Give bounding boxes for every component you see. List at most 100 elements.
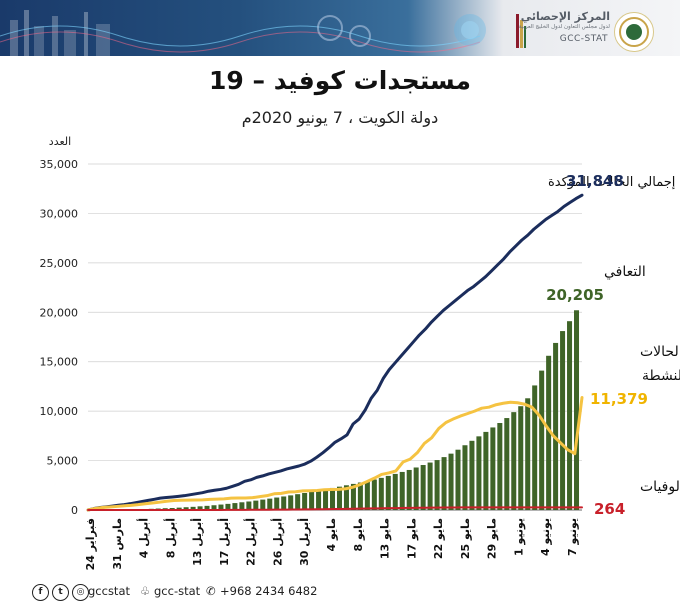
- recovered-bar: [504, 418, 510, 510]
- snapchat-icon[interactable]: ♧: [140, 584, 151, 598]
- x-tick-label: 17 مايو: [405, 518, 418, 559]
- recovered-bar: [204, 505, 210, 510]
- recovered-bar: [448, 453, 454, 510]
- x-tick-label: 4 أبريل: [137, 518, 151, 558]
- instagram-icon[interactable]: ◎: [72, 584, 89, 601]
- recovered-bar: [176, 507, 182, 510]
- recovered-bar: [281, 496, 287, 510]
- recovered-bar: [413, 467, 419, 510]
- recovered-bar: [183, 507, 189, 510]
- recovered-bar: [336, 486, 342, 510]
- recovered-bar: [490, 427, 496, 510]
- recovered-bar: [525, 398, 531, 510]
- recovered-bar: [420, 465, 426, 510]
- x-tick-label: 8 مايو: [352, 518, 365, 551]
- recovered-bar: [357, 482, 363, 510]
- recovered-bar: [483, 431, 489, 510]
- series-value-label: 264: [594, 500, 625, 518]
- logo-bars-icon: [516, 14, 526, 48]
- recovered-bar: [434, 460, 440, 510]
- recovered-bar: [239, 502, 245, 510]
- series-value-label: 20,205: [546, 286, 604, 304]
- recovered-bar: [511, 412, 517, 510]
- recovered-bar: [260, 499, 266, 510]
- x-tick-label: 29 مايو: [486, 518, 499, 559]
- x-tick-label: 1 يونيو: [512, 518, 525, 556]
- chart-title: مستجدات كوفيد – 19: [209, 66, 471, 95]
- y-tick-label: 10,000: [40, 405, 79, 418]
- y-tick-label: 0: [71, 504, 78, 517]
- recovered-bar: [406, 469, 412, 510]
- x-tick-label: 4 مايو: [325, 518, 338, 551]
- recovered-bar: [553, 342, 559, 510]
- twitter-icon[interactable]: t: [52, 584, 69, 601]
- series-value-label: 31,848: [566, 172, 624, 190]
- series-name-label: التعافي: [604, 264, 646, 280]
- recovered-bar: [441, 457, 447, 510]
- y-tick-label: 25,000: [40, 257, 79, 270]
- gcc-emblem-icon: [614, 12, 654, 52]
- recovered-bar: [567, 321, 573, 510]
- decorative-skyline: [0, 10, 486, 56]
- covid-chart: العدد 0 5,000 10,000 15,000 20,000 25,000 30,0…: [40, 135, 680, 570]
- x-tick-label: 4 يونيو: [539, 518, 552, 556]
- recovered-bar: [560, 331, 566, 510]
- handle-gccstat[interactable]: gccstat: [88, 584, 131, 598]
- recovered-bar: [274, 497, 280, 510]
- recovered-bar: [469, 440, 475, 510]
- recovered-bar: [253, 500, 259, 510]
- handle-gcc-stat[interactable]: gcc-stat: [154, 584, 201, 598]
- series-line: [87, 506, 583, 511]
- recovered-bar: [462, 445, 468, 510]
- series-name-label: الوفيات: [640, 479, 680, 495]
- recovered-bar: [197, 506, 203, 510]
- x-tick-label: 24 فبراير: [84, 518, 97, 570]
- recovered-bar: [455, 449, 461, 510]
- series-line: [86, 396, 584, 512]
- recovered-bar: [323, 489, 329, 510]
- x-tick-label: 17 أبريل: [217, 518, 231, 566]
- y-tick-label: 30,000: [40, 207, 79, 220]
- y-tick-label: 15,000: [40, 356, 79, 369]
- whatsapp-icon[interactable]: ✆: [206, 584, 216, 598]
- recovered-bar: [574, 310, 580, 510]
- series-name-label: إجمالي الحالات المؤكدة: [548, 175, 675, 190]
- recovered-bar: [371, 479, 377, 510]
- recovered-bar: [364, 481, 370, 510]
- recovered-bar: [246, 501, 252, 510]
- y-axis-label: العدد: [49, 135, 71, 148]
- y-tick-label: 35,000: [40, 158, 79, 171]
- x-tick-label: 13 أبريل: [190, 518, 204, 566]
- series-line: [86, 193, 584, 512]
- x-tick-label: 13 مايو: [379, 518, 392, 559]
- recovered-bar: [330, 487, 336, 510]
- recovered-bar: [316, 490, 322, 510]
- y-tick-label: 5,000: [47, 455, 79, 468]
- recovered-bar: [350, 483, 356, 510]
- recovered-bar: [267, 498, 273, 510]
- facebook-icon[interactable]: f: [32, 584, 49, 601]
- x-tick-label: 26 أبريل: [270, 518, 284, 566]
- org-subtitle: لدول مجلس التعاون لدول الخليج العربية: [518, 24, 610, 30]
- recovered-bar: [399, 471, 405, 510]
- recovered-bar: [476, 436, 482, 510]
- recovered-bar: [392, 473, 398, 510]
- x-tick-label: 30 أبريل: [297, 518, 311, 566]
- phone-number[interactable]: +968 2434 6482: [220, 584, 318, 598]
- recovered-bar: [211, 505, 217, 510]
- org-code: GCC-STAT: [559, 34, 608, 44]
- x-tick-label: 8 أبريل: [163, 518, 177, 558]
- gcc-stat-logo: المركز الإحصائي لدول مجلس التعاون لدول ا…: [508, 4, 668, 52]
- recovered-bar: [288, 495, 294, 510]
- recovered-bar: [343, 485, 349, 510]
- x-tick-label: 7 يونيو: [566, 518, 579, 556]
- header-banner: المركز الإحصائي لدول مجلس التعاون لدول ا…: [0, 0, 680, 56]
- footer: f t ◎ gccstat ♧ gcc-stat ✆ +968 2434 648…: [0, 578, 680, 606]
- recovered-bar: [518, 406, 524, 510]
- org-name: المركز الإحصائي: [520, 10, 610, 23]
- recovered-bar: [427, 462, 433, 510]
- series-name-label: النشطة: [642, 368, 680, 384]
- recovered-bar: [539, 370, 545, 510]
- recovered-bar: [302, 493, 308, 510]
- x-tick-label: 25 مايو: [459, 518, 472, 559]
